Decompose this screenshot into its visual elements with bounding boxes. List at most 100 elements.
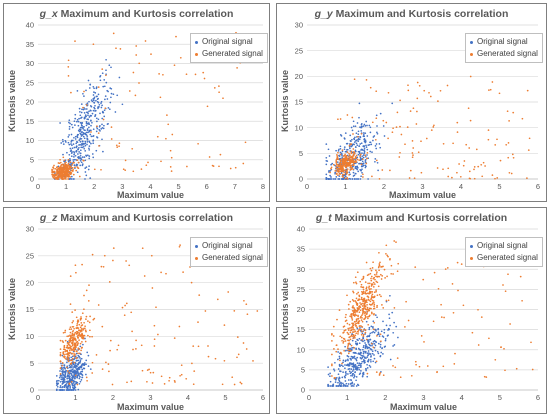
data-point [71,325,74,328]
data-point [92,43,95,46]
x-tick-label: 5 [498,393,502,402]
data-point [375,159,378,162]
data-point [59,370,61,372]
data-point [80,133,82,136]
data-point [342,340,345,343]
y-axis-title: Kurtosis value [280,277,290,340]
data-point [99,112,101,115]
data-point [344,385,347,387]
data-point [79,152,82,155]
data-point [148,368,150,371]
data-point [141,369,144,372]
data-point [356,362,359,364]
data-point [342,385,345,387]
data-point [335,162,338,164]
data-point [369,150,372,153]
data-point [377,352,380,355]
data-point [376,131,378,134]
data-point [346,151,349,153]
data-point [344,329,347,331]
data-point [95,149,98,152]
data-point [83,137,86,140]
data-point [372,286,375,288]
data-point [99,74,102,77]
data-point [377,342,380,345]
data-point [87,334,89,337]
data-point [123,314,126,317]
data-point [341,376,344,379]
data-point [62,371,65,373]
legend-marker-icon [470,256,473,260]
data-point [360,370,362,372]
y-tick-label: 5 [30,359,34,368]
data-point [356,293,358,295]
data-point [352,133,354,135]
data-point [85,373,87,376]
data-point [356,178,359,180]
data-point [350,371,353,374]
data-point [339,335,342,338]
data-point [375,114,378,117]
data-point [353,310,356,313]
x-tick-label: 0 [36,182,40,191]
data-point [349,327,351,329]
data-point [385,252,387,255]
data-point [112,259,114,262]
data-point [465,143,468,146]
data-point [346,355,349,357]
data-point [338,175,341,177]
data-point [331,340,333,342]
data-point [81,130,83,133]
data-point [349,338,352,341]
data-point [361,168,363,171]
data-point [168,379,170,382]
data-point [350,350,352,352]
data-point [399,99,401,102]
data-point [362,135,365,138]
data-point [436,167,439,169]
x-tick-label: 3 [120,182,124,191]
data-point [336,168,339,171]
data-point [504,369,506,372]
data-point [132,71,135,74]
data-point [216,298,219,301]
data-point [365,162,368,165]
data-point [357,153,360,156]
data-point [79,159,82,162]
data-point [77,155,80,158]
data-point [351,382,353,385]
data-point [351,299,354,301]
data-point [62,348,65,351]
data-point [374,278,376,281]
data-point [348,336,351,339]
data-point [373,339,376,342]
data-point [79,164,82,167]
data-point [78,382,81,385]
data-point [91,372,94,374]
data-point [108,108,111,111]
x-tick-label: 6 [536,182,540,191]
data-point [79,143,81,146]
data-point [353,78,356,81]
data-point [363,147,366,150]
data-point [346,159,348,162]
data-point [62,369,64,371]
data-point [179,56,182,59]
data-point [457,289,459,292]
data-point [350,344,353,347]
data-point [362,310,365,313]
data-point [87,354,90,357]
data-point [452,311,455,314]
data-point [223,359,226,362]
data-point [385,121,388,124]
data-point [360,325,362,327]
data-point [160,271,162,274]
legend: Original signal Generated signal [190,33,268,63]
data-point [355,318,358,321]
data-point [346,294,348,297]
data-point [339,153,342,156]
x-tick-label: 0 [305,182,309,191]
data-point [78,175,81,178]
data-point [73,355,75,357]
data-point [330,167,332,170]
